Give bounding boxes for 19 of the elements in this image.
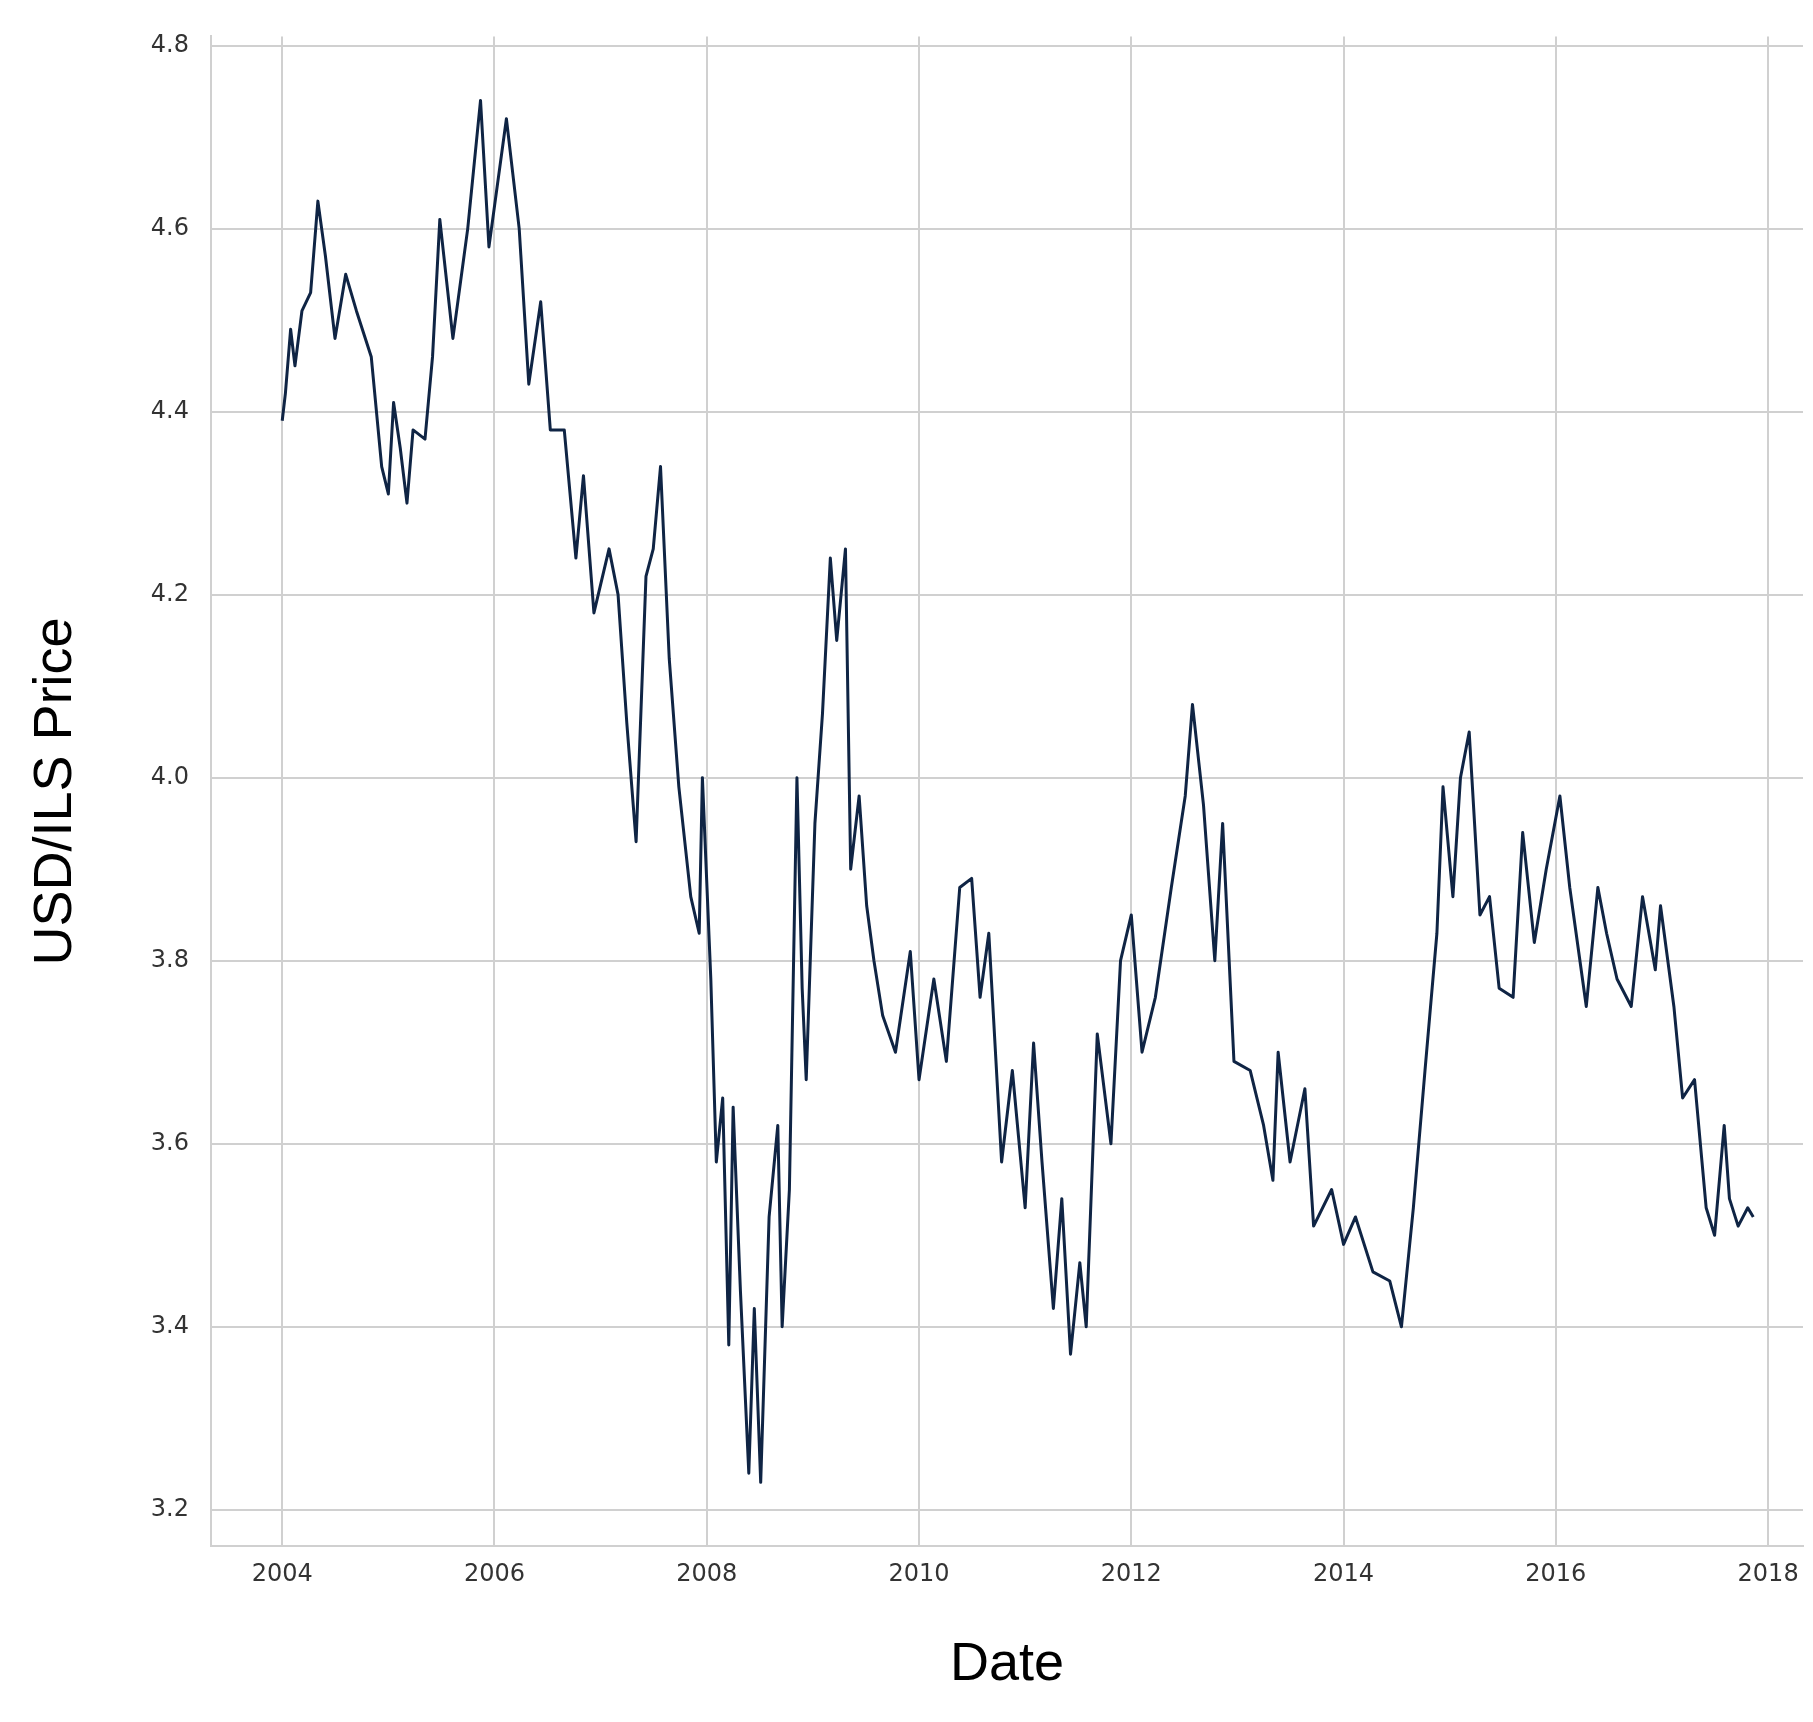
y-tick-label: 3.4 [150,1311,189,1339]
y-tick-label: 4.6 [150,212,189,241]
y-axis-title: USD/ILS Price [22,617,83,966]
x-axis-title: Date [949,1631,1065,1692]
x-tick-label: 2018 [1737,1559,1799,1588]
y-tick-label: 3.2 [150,1494,189,1523]
y-tick-label: 3.6 [150,1127,189,1156]
x-tick-label: 2004 [251,1559,313,1588]
x-tick-label: 2012 [1100,1559,1162,1588]
y-tick-label: 4.4 [150,395,189,424]
y-tick-label: 4.0 [150,761,189,790]
x-tick-label: 2006 [463,1559,526,1588]
x-tick-label: 2014 [1313,1559,1375,1588]
y-tick-label: 4.2 [150,578,189,607]
y-tick-label: 4.8 [150,29,189,58]
x-tick-label: 2010 [888,1559,950,1588]
x-tick-label: 2016 [1525,1559,1587,1588]
x-tick-label: 2008 [676,1559,738,1588]
y-tick-label: 3.8 [150,944,189,973]
